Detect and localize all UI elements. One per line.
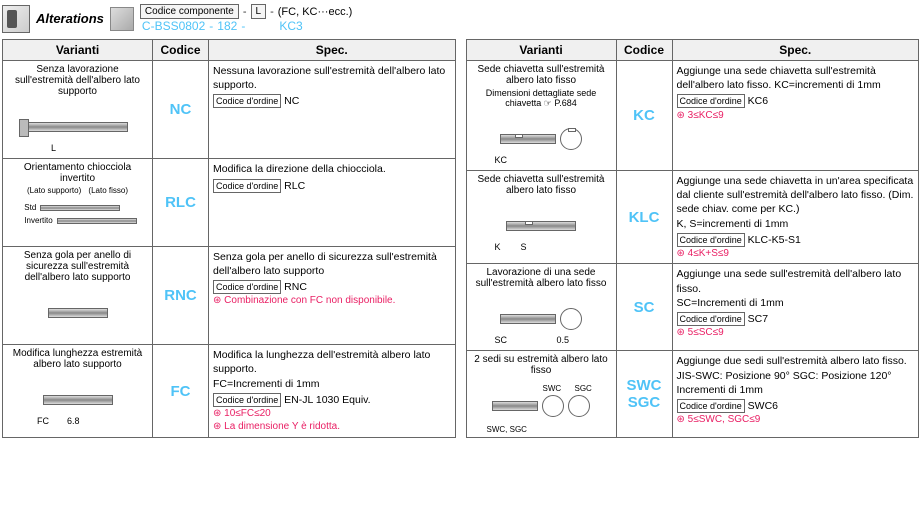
table-row: Orientamento chiocciola invertito Std In… — [3, 159, 456, 246]
dash: - — [241, 19, 245, 33]
sample-l: 182 — [217, 19, 237, 33]
spec-cell: Aggiunge due sedi sull'estremità albero … — [672, 351, 919, 438]
spec-cell: Modifica la direzione della chiocciola.C… — [209, 159, 456, 246]
order-code-label: Codice d'ordine — [213, 179, 281, 193]
variant-code: KLC — [629, 209, 660, 226]
variant-code: NC — [170, 101, 192, 118]
variant-cell: Senza gola per anello di sicurezza sull'… — [3, 246, 153, 344]
spec-note: 5≤SC≤9 — [677, 326, 915, 340]
variant-title: Modifica lunghezza estremità albero lato… — [7, 348, 148, 370]
spec-cell: Nessuna lavorazione sull'estremità dell'… — [209, 61, 456, 159]
col-varianti: Varianti — [3, 40, 153, 61]
variant-cell: Orientamento chiocciola invertito Std In… — [3, 159, 153, 246]
code-cell: SC — [616, 264, 672, 351]
dash: - — [243, 6, 247, 18]
left-table: Varianti Codice Spec. Senza lavorazione … — [2, 39, 456, 438]
code-cell: RLC — [153, 159, 209, 246]
table-row: 2 sedi su estremità albero lato fisso SWC… — [466, 351, 919, 438]
code-format-block: Codice componente - L - (FC, KC···ecc.) … — [140, 4, 352, 33]
code-cell: SWCSGC — [616, 351, 672, 438]
code-component-label: Codice componente — [140, 4, 239, 19]
spec-text: Modifica la direzione della chiocciola.C… — [213, 162, 451, 192]
spec-note: 3≤KC≤9 — [677, 109, 915, 123]
variant-title: Lavorazione di una sede sull'estremità a… — [471, 267, 612, 289]
spec-note: 5≤SWC, SGC≤9 — [677, 413, 915, 427]
spec-cell: Aggiunge una sede chiavetta in un'area s… — [672, 171, 919, 264]
code-cell: KC — [616, 61, 672, 171]
alterations-label: Alterations — [36, 11, 104, 26]
code-cell: KLC — [616, 171, 672, 264]
variant-title: Senza lavorazione sull'estremità dell'al… — [7, 64, 148, 97]
variant-cell: 2 sedi su estremità albero lato fissoSWC… — [466, 351, 616, 438]
spec-text: Modifica la lunghezza dell'estremità alb… — [213, 348, 451, 434]
dash: - — [209, 19, 213, 33]
col-spec: Spec. — [209, 40, 456, 61]
order-code-label: Codice d'ordine — [677, 399, 745, 413]
spec-note: 4≤K+S≤9 — [677, 247, 915, 261]
variant-cell: Senza lavorazione sull'estremità dell'al… — [3, 61, 153, 159]
spec-note: La dimensione Y è ridotta. — [213, 420, 451, 434]
spec-icon — [110, 7, 134, 31]
spec-note: 10≤FC≤20 — [213, 407, 451, 421]
table-row: Senza lavorazione sull'estremità dell'al… — [3, 61, 456, 159]
order-code-label: Codice d'ordine — [677, 312, 745, 326]
spec-note: Combinazione con FC non disponibile. — [213, 294, 451, 308]
code-cell: RNC — [153, 246, 209, 344]
table-row: Lavorazione di una sede sull'estremità a… — [466, 264, 919, 351]
code-cell: FC — [153, 345, 209, 438]
order-code-label: Codice d'ordine — [213, 280, 281, 294]
alterations-icon — [2, 5, 30, 33]
variant-code: FC — [171, 383, 191, 400]
variant-cell: Sede chiavetta sull'estremità albero lat… — [466, 61, 616, 171]
order-code-label: Codice d'ordine — [213, 94, 281, 108]
variant-title: Orientamento chiocciola invertito — [7, 162, 148, 184]
variant-code: SWCSGC — [627, 377, 662, 411]
order-code-label: Codice d'ordine — [677, 94, 745, 108]
variant-title: Senza gola per anello di sicurezza sull'… — [7, 250, 148, 283]
variant-code: RLC — [165, 194, 196, 211]
header-bar: Alterations Codice componente - L - (FC,… — [0, 0, 921, 37]
variant-code: RNC — [164, 287, 197, 304]
variant-cell: Sede chiavetta sull'estremità albero lat… — [466, 171, 616, 264]
variant-title: 2 sedi su estremità albero lato fisso — [471, 354, 612, 376]
tables-container: Varianti Codice Spec. Senza lavorazione … — [0, 37, 921, 440]
variant-code: KC — [633, 107, 655, 124]
col-spec: Spec. — [672, 40, 919, 61]
order-code-label: Codice d'ordine — [213, 393, 281, 407]
variant-cell: Lavorazione di una sede sull'estremità a… — [466, 264, 616, 351]
spec-cell: Aggiunge una sede sull'estremità dell'al… — [672, 264, 919, 351]
variant-title: Sede chiavetta sull'estremità albero lat… — [471, 64, 612, 86]
sample-code: C-BSS0802 — [142, 19, 205, 33]
spec-text: Aggiunge due sedi sull'estremità albero … — [677, 354, 915, 426]
col-varianti: Varianti — [466, 40, 616, 61]
spec-text: Aggiunge una sede chiavetta sull'estremi… — [677, 64, 915, 122]
dash: - — [270, 6, 274, 18]
right-table: Varianti Codice Spec. Sede chiavetta sul… — [466, 39, 920, 438]
table-row: Modifica lunghezza estremità albero lato… — [3, 345, 456, 438]
table-row: Senza gola per anello di sicurezza sull'… — [3, 246, 456, 344]
code-cell: NC — [153, 61, 209, 159]
spec-text: Aggiunge una sede chiavetta in un'area s… — [677, 174, 915, 260]
spec-cell: Aggiunge una sede chiavetta sull'estremi… — [672, 61, 919, 171]
variant-subtitle: Dimensioni dettagliate sede chiavetta ☞ … — [471, 88, 612, 109]
col-codice: Codice — [616, 40, 672, 61]
spec-text: Aggiunge una sede sull'estremità dell'al… — [677, 267, 915, 339]
table-row: Sede chiavetta sull'estremità albero lat… — [466, 61, 919, 171]
variant-code: SC — [634, 299, 655, 316]
spec-cell: Senza gola per anello di sicurezza sull'… — [209, 246, 456, 344]
sample-suffix: KC3 — [279, 19, 302, 33]
variant-title: Sede chiavetta sull'estremità albero lat… — [471, 174, 612, 196]
order-code-label: Codice d'ordine — [677, 233, 745, 247]
l-placeholder: L — [251, 4, 267, 19]
table-row: Sede chiavetta sull'estremità albero lat… — [466, 171, 919, 264]
spec-text: Nessuna lavorazione sull'estremità dell'… — [213, 64, 451, 109]
spec-cell: Modifica la lunghezza dell'estremità alb… — [209, 345, 456, 438]
suffix-hint: (FC, KC···ecc.) — [278, 6, 353, 18]
col-codice: Codice — [153, 40, 209, 61]
variant-cell: Modifica lunghezza estremità albero lato… — [3, 345, 153, 438]
spec-text: Senza gola per anello di sicurezza sull'… — [213, 250, 451, 308]
